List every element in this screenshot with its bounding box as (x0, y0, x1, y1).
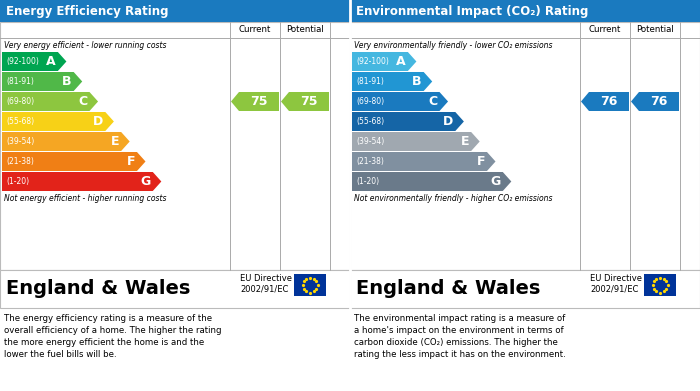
Text: (92-100): (92-100) (356, 57, 389, 66)
Text: England & Wales: England & Wales (356, 280, 540, 298)
Text: The energy efficiency rating is a measure of the
overall efficiency of a home. T: The energy efficiency rating is a measur… (4, 314, 221, 359)
Text: Potential: Potential (286, 25, 324, 34)
Text: C: C (78, 95, 88, 108)
Text: EU Directive
2002/91/EC: EU Directive 2002/91/EC (240, 274, 292, 293)
Polygon shape (352, 52, 416, 71)
Text: G: G (141, 175, 150, 188)
Text: Potential: Potential (636, 25, 674, 34)
Polygon shape (2, 72, 82, 91)
Bar (644, 274, 676, 296)
Polygon shape (231, 92, 279, 111)
Polygon shape (352, 132, 480, 151)
Text: E: E (111, 135, 119, 148)
Bar (350, 22, 700, 270)
Polygon shape (2, 172, 161, 191)
Text: 75: 75 (250, 95, 267, 108)
Text: 75: 75 (300, 95, 318, 108)
Text: F: F (127, 155, 135, 168)
Polygon shape (2, 152, 146, 171)
Text: (1-20): (1-20) (6, 177, 29, 186)
Text: (21-38): (21-38) (6, 157, 34, 166)
Text: (21-38): (21-38) (356, 157, 384, 166)
Text: Not environmentally friendly - higher CO₂ emissions: Not environmentally friendly - higher CO… (354, 194, 552, 203)
Text: Current: Current (589, 25, 621, 34)
Text: (55-68): (55-68) (6, 117, 34, 126)
Polygon shape (352, 152, 496, 171)
Polygon shape (352, 112, 464, 131)
Text: Very environmentally friendly - lower CO₂ emissions: Very environmentally friendly - lower CO… (354, 41, 552, 50)
Polygon shape (2, 92, 98, 111)
Text: Energy Efficiency Rating: Energy Efficiency Rating (6, 5, 169, 18)
Polygon shape (352, 172, 511, 191)
Text: The environmental impact rating is a measure of
a home's impact on the environme: The environmental impact rating is a mea… (354, 314, 566, 359)
Text: England & Wales: England & Wales (6, 280, 190, 298)
Text: (69-80): (69-80) (6, 97, 34, 106)
Text: B: B (62, 75, 71, 88)
Text: (39-54): (39-54) (356, 137, 384, 146)
Text: G: G (491, 175, 500, 188)
Text: (55-68): (55-68) (356, 117, 384, 126)
Text: (1-20): (1-20) (356, 177, 379, 186)
Text: E: E (461, 135, 469, 148)
Text: (69-80): (69-80) (356, 97, 384, 106)
Polygon shape (352, 92, 448, 111)
Polygon shape (631, 92, 679, 111)
Text: (92-100): (92-100) (6, 57, 39, 66)
Text: D: D (93, 115, 104, 128)
Text: Very energy efficient - lower running costs: Very energy efficient - lower running co… (4, 41, 167, 50)
Polygon shape (581, 92, 629, 111)
Text: B: B (412, 75, 421, 88)
Bar (0, 270, 350, 308)
Text: Not energy efficient - higher running costs: Not energy efficient - higher running co… (4, 194, 167, 203)
Bar (0, 0, 350, 22)
Text: D: D (443, 115, 454, 128)
Text: C: C (428, 95, 438, 108)
Polygon shape (2, 52, 66, 71)
Bar (350, 0, 700, 22)
Text: F: F (477, 155, 485, 168)
Text: EU Directive
2002/91/EC: EU Directive 2002/91/EC (590, 274, 642, 293)
Polygon shape (281, 92, 329, 111)
Text: (39-54): (39-54) (6, 137, 34, 146)
Text: (81-91): (81-91) (6, 77, 34, 86)
Text: (81-91): (81-91) (356, 77, 384, 86)
Text: 76: 76 (601, 95, 617, 108)
Bar (0, 22, 350, 270)
Bar (294, 274, 326, 296)
Text: Current: Current (239, 25, 271, 34)
Text: Environmental Impact (CO₂) Rating: Environmental Impact (CO₂) Rating (356, 5, 589, 18)
Text: A: A (46, 55, 56, 68)
Polygon shape (2, 132, 130, 151)
Text: A: A (396, 55, 406, 68)
Polygon shape (352, 72, 432, 91)
Polygon shape (2, 112, 114, 131)
Text: 76: 76 (650, 95, 668, 108)
Bar (350, 270, 700, 308)
